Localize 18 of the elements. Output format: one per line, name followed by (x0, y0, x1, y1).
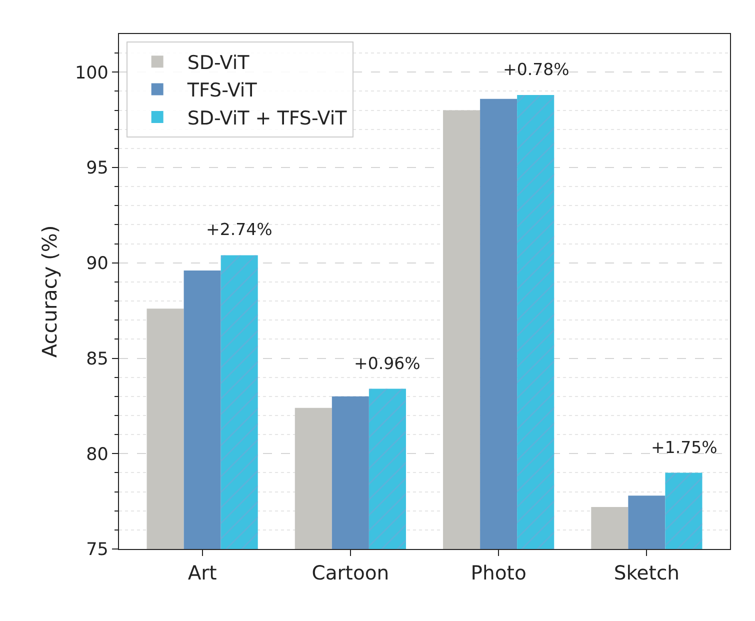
annotation: +0.96% (354, 354, 420, 373)
annotation: +0.78% (503, 60, 570, 79)
y-tick-label: 100 (74, 63, 108, 84)
y-tick-label: 85 (86, 349, 108, 370)
x-tick-label: Art (188, 562, 218, 585)
x-tick-label: Cartoon (312, 562, 390, 585)
annotation: +2.74% (206, 220, 272, 239)
y-tick-label: 95 (86, 158, 108, 179)
legend-label: TFS-ViT (186, 80, 258, 102)
y-tick-label: 80 (86, 444, 108, 465)
x-tick-label: Photo (470, 562, 526, 585)
y-axis-title: Accuracy (%) (37, 225, 62, 358)
x-tick-label: Sketch (614, 562, 680, 585)
annotation: +1.75% (651, 438, 718, 457)
legend-label: SD-ViT (187, 52, 250, 74)
legend-label: SD-ViT + TFS-ViT (187, 107, 348, 130)
y-tick-label: 90 (86, 254, 108, 274)
y-tick-label: 75 (86, 540, 108, 560)
